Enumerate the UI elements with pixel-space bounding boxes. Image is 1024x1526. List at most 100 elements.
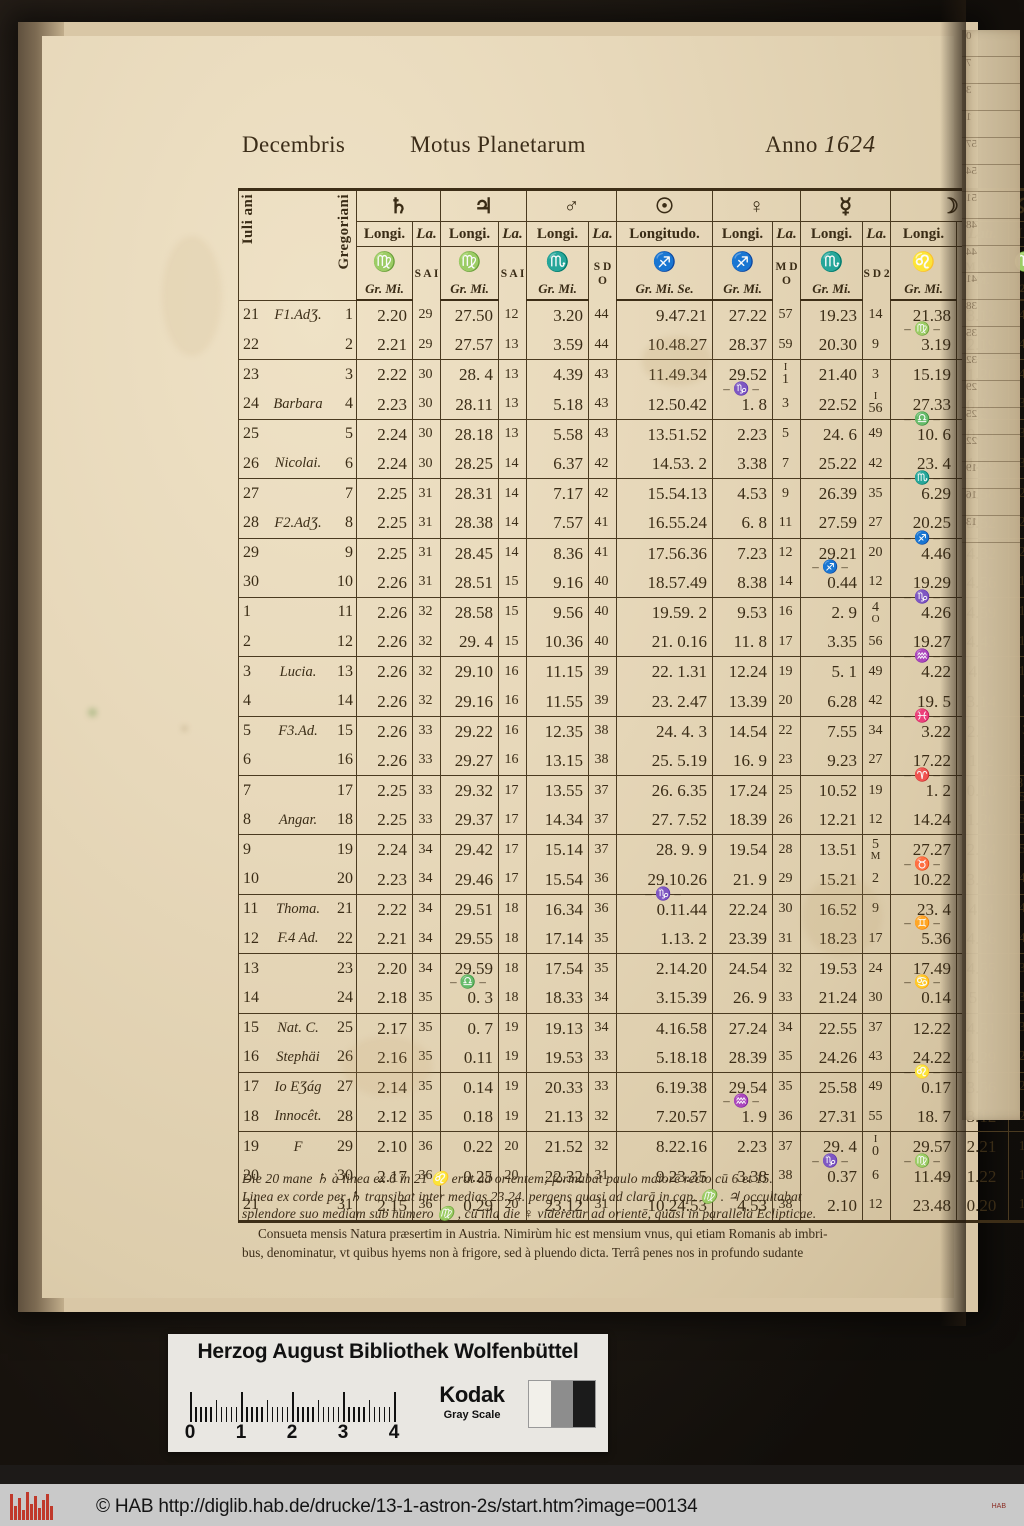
venus-longitude: 2.23	[712, 1131, 774, 1162]
zodiac-ingress-marker: ♑	[891, 590, 953, 603]
gutter-shadow	[940, 0, 966, 1326]
mars-latitude: 43	[588, 389, 618, 420]
units-jupiter: Gr. Mi.	[440, 277, 500, 301]
ruler-tick	[286, 1407, 289, 1422]
julian-day: 18	[243, 1107, 259, 1125]
label-jupiter-latitude: La.	[498, 221, 528, 247]
mercury-latitude: 27	[862, 508, 892, 539]
mars-longitude: 11.15	[526, 656, 590, 687]
table-row[interactable]: 27 7 2.25 31 28.31 14 7.17 42 15.54.13 4.53 9 26.39…	[238, 471, 1024, 509]
jupiter-longitude: 0.22	[440, 1131, 500, 1162]
sun-longitude: ♑0.11.44	[616, 887, 714, 924]
table-row[interactable]: 23 3 2.22 30 28. 4 13 4.39 43 11.49.34 29.52 I 1 21.…	[238, 359, 1024, 390]
mercury-latitude: 43	[862, 1042, 892, 1073]
table-row[interactable]: 19 F 29 2.10 36 0.22 20 21.52 32 8.22.16 2.23 37 29.…	[238, 1131, 1024, 1162]
saturn-longitude: 2.26	[356, 686, 413, 717]
units-saturn: Gr. Mi.	[356, 277, 413, 301]
ruler-tick	[297, 1407, 299, 1422]
bleed-row: 32	[962, 354, 1020, 381]
saturn-latitude: 34	[411, 864, 442, 895]
table-row[interactable]: 26 Nicolai. 6 2.24 30 28.25 14 6.37 42 14.53. 2 3.…	[238, 448, 1024, 480]
jupiter-longitude: 28.18	[440, 419, 500, 449]
venus-latitude: 5	[772, 419, 802, 449]
sign-saturn: ♍	[356, 246, 413, 277]
gregorian-day: 23	[337, 959, 353, 977]
table-row[interactable]: 28 F2.AdƷ. 8 2.25 31 28.38 14 7.57 41 16.55.24 6. …	[238, 508, 1024, 539]
saint-name: Barbara	[273, 395, 323, 412]
table-row[interactable]: 5 F3.Ad. 15 2.26 33 29.22 16 12.35 38 24. 4. 3 14.…	[238, 709, 1024, 746]
saint-name: Nicolai.	[274, 455, 322, 472]
copyright-url: © HAB http://diglib.hab.de/drucke/13-1-a…	[96, 1496, 698, 1517]
mars-longitude: 18.33	[526, 983, 590, 1014]
saturn-latitude: 35	[411, 1013, 442, 1043]
saint-name: Angar.	[278, 811, 318, 828]
table-row[interactable]: 16 Stephäi 26 2.16 35 0.11 19 19.53 33 5.18.18 28.…	[238, 1042, 1024, 1073]
mars-longitude: 5.18	[526, 389, 590, 420]
jupiter-latitude: 18	[498, 894, 528, 924]
ruler-tick	[302, 1407, 304, 1422]
table-row[interactable]: 21 31 2.15 36 0.29 20 23.12 31 10.24.53 4.53 38 2.1…	[238, 1190, 1024, 1223]
gregorian-day: 3	[345, 365, 353, 383]
date-cell: 19 F 29	[238, 1131, 357, 1162]
venus-latitude: 59	[772, 330, 802, 361]
mars-latitude: 36	[588, 864, 618, 895]
saturn-latitude: 32	[411, 656, 442, 687]
julian-day: 4	[243, 692, 251, 710]
mars-latitude: 42	[588, 448, 618, 480]
jupiter-latitude: 13	[498, 359, 528, 390]
venus-longitude: 26. 9	[712, 983, 774, 1014]
table-row[interactable]: 3 Lucia. 13 2.26 32 29.10 16 11.15 39 22. 1.31 12.…	[238, 649, 1024, 687]
venus-latitude: 7	[772, 448, 802, 480]
table-row[interactable]: 2 12 2.26 32 29. 4 15 10.36 40 21. 0.16 11. 8 17 3.…	[238, 627, 1024, 658]
table-row[interactable]: 4 14 2.26 32 29.16 16 11.55 39 23. 2.47 13.39 20 6.…	[238, 686, 1024, 717]
date-cell: 20 30	[238, 1161, 357, 1191]
footer-side-code: HAB	[991, 1503, 1006, 1510]
sun-longitude: 10.48.27	[616, 330, 714, 361]
kodak-subtitle: Gray Scale	[443, 1409, 501, 1421]
date-cell: 4 14	[238, 686, 357, 717]
jupiter-latitude: 14	[498, 538, 528, 568]
jupiter-latitude: 14	[498, 508, 528, 539]
sun-longitude: 21. 0.16	[616, 627, 714, 658]
julian-day: 9	[243, 840, 251, 858]
mercury-latitude: 42	[862, 448, 892, 480]
gregorian-day: 9	[345, 544, 353, 562]
table-row[interactable]: 7 17 2.25 33 29.32 17 13.55 37 26. 6.35 17.24 25 10…	[238, 768, 1024, 806]
jupiter-longitude: 28.38	[440, 508, 500, 539]
gregorian-day: 28	[337, 1107, 353, 1125]
saint-name: Innocêt.	[274, 1108, 322, 1125]
table-row[interactable]: 25 5 2.24 30 28.18 13 5.58 43 13.51.52 2.23 5 24. 6…	[238, 412, 1024, 449]
sign-sun: ♐	[616, 246, 714, 277]
table-row[interactable]: 8 Angar. 18 2.25 33 29.37 17 14.34 37 27. 7.52 18.…	[238, 805, 1024, 836]
venus-longitude: 17.24	[712, 775, 774, 806]
mars-longitude: 7.57	[526, 508, 590, 539]
table-row[interactable]: 15 Nat. C. 25 2.17 35 0. 7 19 19.13 34 4.16.58 27.…	[238, 1013, 1024, 1043]
table-row[interactable]: 22 2 2.21 29 27.57 13 3.59 44 10.48.27 28.37 59 20.…	[238, 322, 1024, 361]
footnote-block: Die 20 mane ♄ à linea ex 6 in 21 ♌ erat …	[242, 1170, 1002, 1261]
saturn-longitude: 2.21	[356, 923, 413, 955]
jupiter-longitude: 28.25	[440, 448, 500, 480]
table-row[interactable]: 17 Io EƷág 27 2.14 35 0.14 19 20.33 33 6.19.38 29.…	[238, 1065, 1024, 1103]
mars-latitude: 44	[588, 300, 618, 331]
mercury-longitude: 27.31	[800, 1102, 864, 1133]
table-row[interactable]: 20302.17360.252022.32319.23.353.3838♑0.3…	[238, 1154, 1024, 1191]
table-row[interactable]: 18Innocêt.282.12350.181921.13327.20.57♒1…	[238, 1094, 1024, 1133]
date-cell: 7 17	[238, 775, 357, 806]
table-row[interactable]: 12 F.4 Ad. 22 2.21 34 29.55 18 17.14 35 1.13. 2 23…	[238, 916, 1024, 955]
table-row[interactable]: 1 11 2.26 32 28.58 15 9.56 40 19.59. 2 9.53 16 2. 9…	[238, 590, 1024, 628]
mars-longitude: 20.33	[526, 1072, 590, 1103]
mars-longitude: 21.52	[526, 1131, 590, 1162]
venus-latitude: 38	[772, 1190, 802, 1223]
paper-stain	[162, 236, 222, 356]
saint-name: Thoma.	[276, 901, 320, 918]
moon-longitude: ♈1. 2	[890, 768, 958, 806]
zodiac-ingress-marker: ♍	[891, 1154, 953, 1167]
jupiter-longitude: 29.46	[440, 864, 500, 895]
table-row[interactable]: 30 102.263128.51159.164018.57.498.3814♐0.…	[238, 560, 1024, 598]
venus-longitude: 6. 8	[712, 508, 774, 539]
table-row[interactable]: 29 9 2.25 31 28.45 14 8.36 41 17.56.36 7.23 12 29.2…	[238, 531, 1024, 568]
gregorian-day: 15	[337, 722, 353, 740]
sun-longitude: 28. 9. 9	[616, 834, 714, 865]
